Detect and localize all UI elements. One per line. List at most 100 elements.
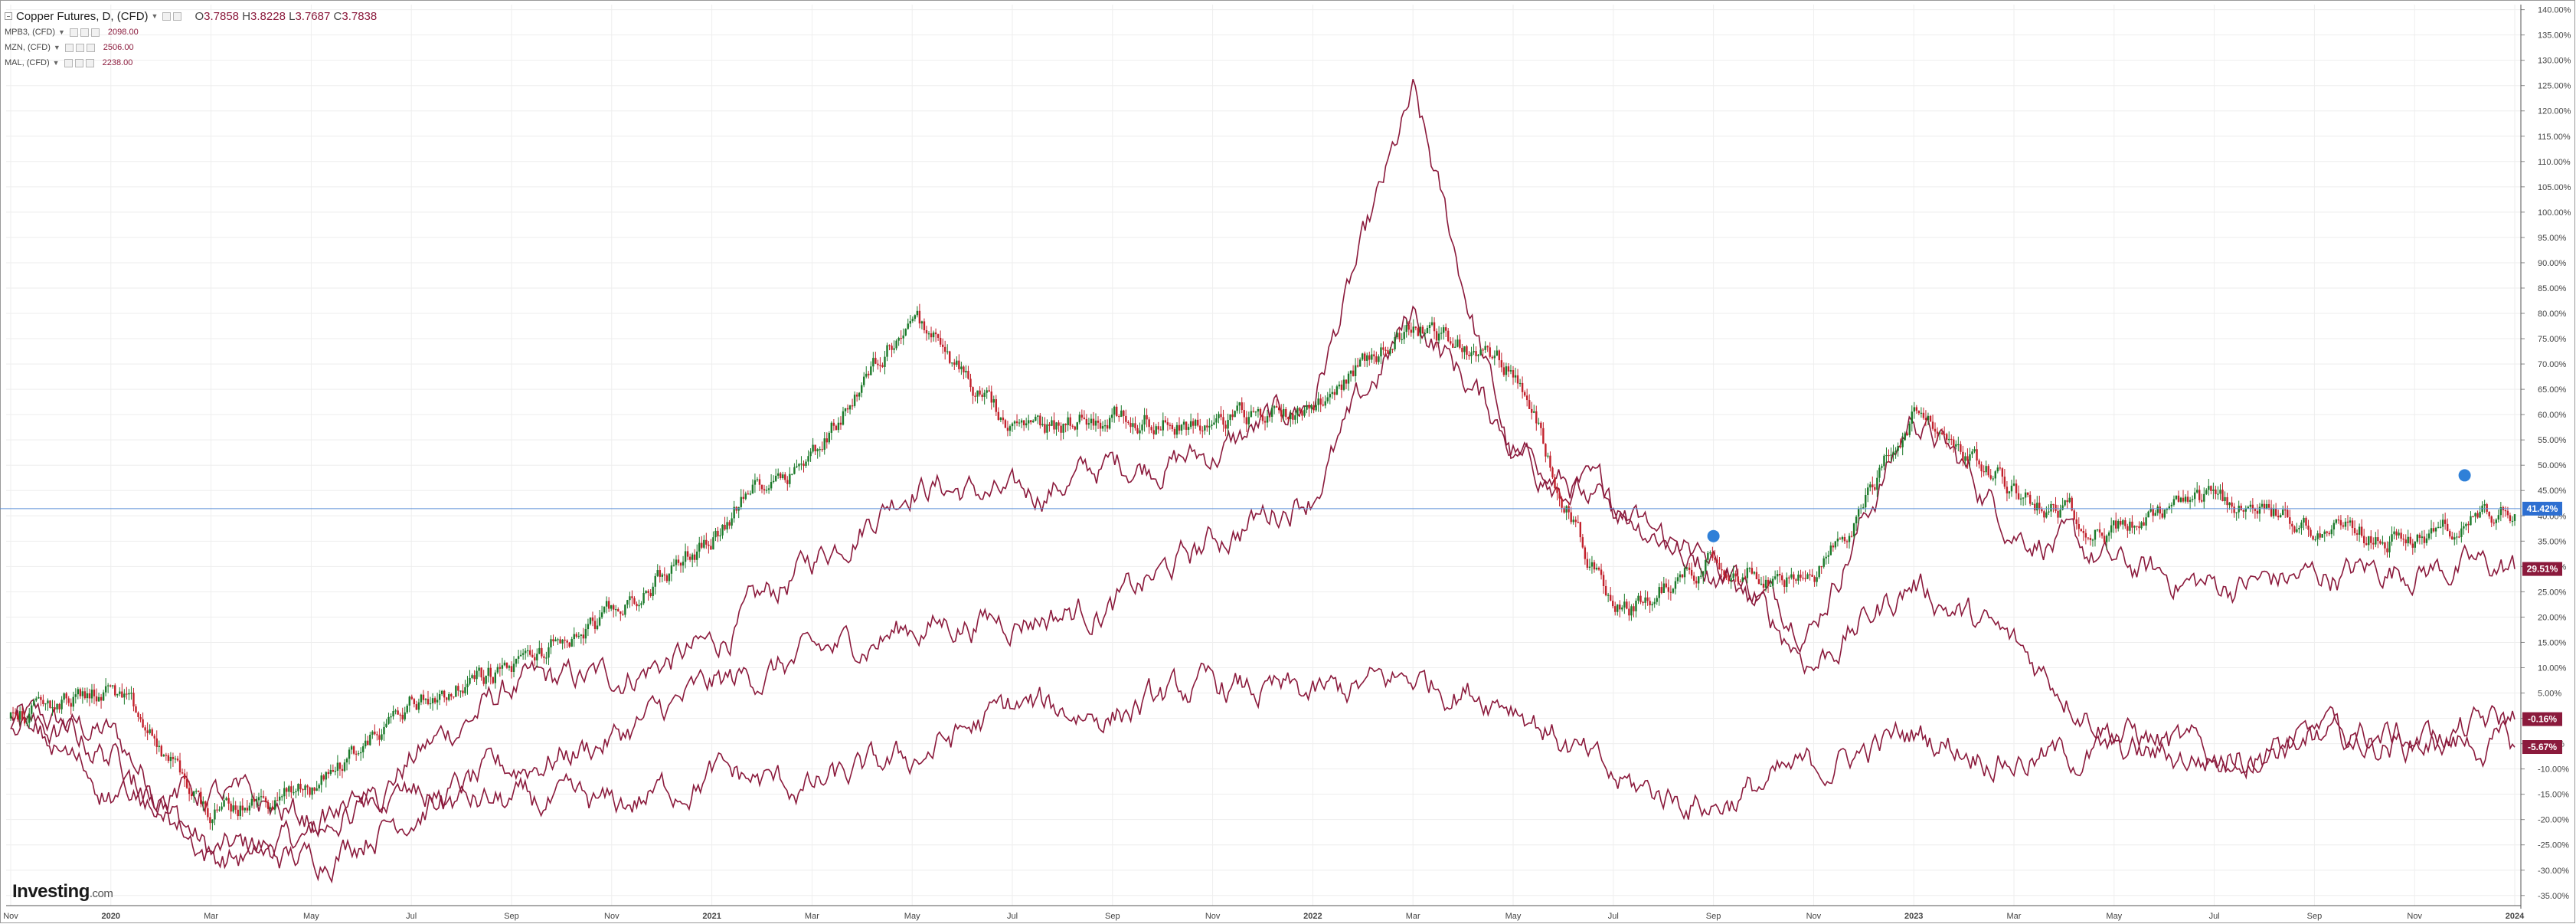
candle-body	[541, 647, 543, 657]
candle-body	[868, 373, 870, 375]
hide-series-icon[interactable]	[162, 11, 172, 21]
series-settings-icon[interactable]	[75, 43, 84, 52]
candle-body	[1375, 356, 1378, 362]
candle-body	[2279, 515, 2282, 518]
hide-series-icon[interactable]	[64, 43, 74, 52]
candle-body	[1391, 349, 1394, 350]
chevron-down-icon[interactable]: ▼	[58, 28, 65, 36]
candle-body	[1185, 421, 1188, 430]
candle-body	[529, 650, 531, 655]
candle-body	[2048, 511, 2050, 513]
candle-body	[218, 809, 221, 811]
candle-body	[471, 675, 473, 678]
remove-series-icon[interactable]	[86, 43, 95, 52]
candle-body	[295, 791, 297, 793]
candle-body	[257, 797, 260, 801]
x-tick-label: Jul	[1007, 912, 1018, 921]
candle-body	[209, 817, 211, 824]
candle-body	[1241, 402, 1243, 411]
candle-body	[782, 474, 784, 478]
overlay-name[interactable]: MPB3, (CFD)	[5, 28, 55, 37]
candle-body	[521, 653, 525, 655]
candle-body	[345, 759, 348, 763]
x-tick-label: Nov	[1205, 912, 1221, 921]
candle-body	[350, 746, 353, 750]
candle-body	[577, 635, 580, 637]
candle-body	[1247, 417, 1250, 424]
candle-body	[1475, 351, 1477, 356]
candle-body	[255, 800, 258, 802]
event-marker-icon	[2458, 469, 2471, 482]
candle-body	[774, 475, 777, 481]
candle-body	[35, 698, 38, 701]
candle-body	[1881, 466, 1883, 468]
remove-series-icon[interactable]	[90, 28, 100, 37]
candle-body	[1820, 565, 1822, 568]
candle-body	[2381, 542, 2384, 544]
candle-body	[1452, 343, 1454, 348]
candle-body	[225, 798, 227, 801]
series-settings-icon[interactable]	[80, 28, 89, 37]
series-settings-icon[interactable]	[173, 11, 182, 21]
candle-body	[1642, 601, 1644, 604]
candle-body	[2277, 516, 2280, 518]
candle-body	[686, 551, 689, 557]
x-tick-label: May	[2106, 912, 2122, 921]
series-settings-icon[interactable]	[74, 58, 83, 67]
candle-body	[1718, 562, 1721, 570]
candle-body	[2409, 536, 2411, 544]
candle-body	[424, 699, 427, 700]
candle-body	[1234, 411, 1236, 418]
candle-body	[501, 665, 504, 669]
candle-body	[1143, 414, 1146, 425]
hide-series-icon[interactable]	[69, 28, 78, 37]
candle-body	[374, 731, 376, 735]
candle-body	[104, 686, 107, 693]
candle-body	[63, 693, 65, 700]
candle-body	[2513, 514, 2516, 521]
candle-body	[192, 791, 195, 797]
candle-body	[1090, 418, 1093, 424]
candle-body	[1444, 327, 1447, 331]
candle-body	[1180, 424, 1183, 431]
candle-body	[717, 530, 719, 537]
candle-body	[2274, 508, 2277, 516]
candle-body	[1405, 325, 1407, 333]
candle-body	[299, 784, 302, 790]
y-tick-label: -35.00%	[2538, 892, 2569, 901]
candle-body	[2172, 499, 2176, 505]
candle-body	[1545, 444, 1547, 457]
collapse-toggle-icon[interactable]	[5, 12, 12, 20]
chevron-down-icon[interactable]: ▼	[151, 12, 159, 20]
candle-body	[1139, 430, 1141, 434]
candle-body	[1398, 333, 1401, 339]
main-symbol-name[interactable]: Copper Futures, D, (CFD)	[16, 9, 149, 23]
overlay-name[interactable]: MZN, (CFD)	[5, 43, 51, 52]
candle-body	[1294, 415, 1296, 420]
candle-body	[1505, 366, 1508, 375]
candle-body	[1171, 424, 1174, 430]
open-value: 3.7858	[204, 9, 240, 23]
candle-body	[1936, 431, 1939, 434]
candle-body	[2472, 516, 2474, 517]
candle-body	[997, 411, 1000, 420]
candle-body	[2177, 495, 2180, 502]
candle-body	[1679, 574, 1682, 578]
overlay-name[interactable]: MAL, (CFD)	[5, 58, 50, 67]
candle-body	[2358, 526, 2361, 535]
candle-body	[21, 711, 24, 719]
remove-series-icon[interactable]	[85, 58, 94, 67]
chevron-down-icon[interactable]: ▼	[53, 44, 60, 51]
hide-series-icon[interactable]	[64, 58, 73, 67]
value-tag-bg	[2522, 712, 2562, 726]
candle-body	[1874, 487, 1876, 490]
candle-body	[559, 639, 561, 644]
candle-body	[390, 716, 392, 718]
candle-body	[1022, 420, 1025, 426]
candle-body	[2460, 528, 2463, 537]
candle-body	[2263, 503, 2266, 510]
x-tick-label: Nov	[1806, 912, 1822, 921]
chevron-down-icon[interactable]: ▼	[52, 59, 60, 67]
